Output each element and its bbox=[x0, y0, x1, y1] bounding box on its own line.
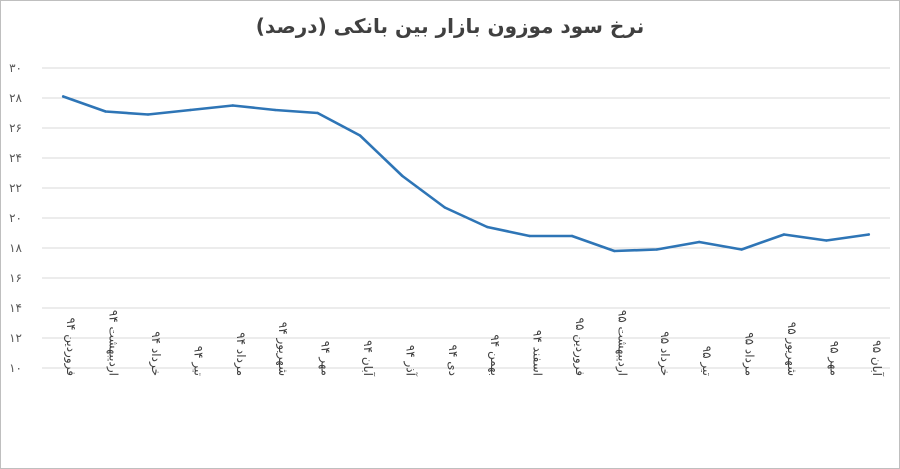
data-point bbox=[104, 110, 107, 113]
data-point bbox=[316, 111, 319, 115]
x-tick-label: مهر ۹۴ bbox=[318, 341, 333, 376]
data-point bbox=[740, 248, 743, 251]
data-point bbox=[189, 108, 192, 112]
x-tick-label: اسفند ۹۴ bbox=[531, 330, 545, 376]
data-point bbox=[443, 206, 446, 209]
x-tick-label: آبان ۹۵ bbox=[870, 340, 885, 377]
y-tick-label: ۲۴ bbox=[9, 151, 22, 165]
y-axis-ticks: ۱۰ ۱۲ ۱۴ ۱۶ ۱۸ ۲۰ ۲۲ ۲۴ ۲۶ ۲۸ ۳۰ bbox=[9, 61, 22, 375]
x-tick-label: بهمن ۹۴ bbox=[487, 334, 502, 376]
data-point bbox=[698, 240, 701, 244]
x-tick-label: مرداد ۹۵ bbox=[742, 332, 757, 376]
y-tick-label: ۲۸ bbox=[9, 91, 22, 105]
y-tick-label: ۱۶ bbox=[9, 271, 22, 285]
y-tick-label: ۲۶ bbox=[9, 121, 22, 135]
x-tick-label: شهریور ۹۴ bbox=[275, 322, 290, 376]
x-tick-label: آبان ۹۴ bbox=[361, 340, 376, 377]
x-tick-label: آذر ۹۴ bbox=[402, 345, 418, 377]
x-tick-label: تیر ۹۵ bbox=[699, 346, 714, 376]
x-tick-label: فروردین ۹۴ bbox=[63, 318, 78, 376]
x-tick-label: مرداد ۹۴ bbox=[233, 332, 248, 376]
series-layer bbox=[61, 95, 871, 253]
y-tick-label: ۲۲ bbox=[9, 181, 22, 195]
y-tick-label: ۱۰ bbox=[9, 361, 22, 375]
data-point bbox=[231, 104, 234, 107]
x-tick-label: مهر ۹۵ bbox=[826, 341, 841, 376]
y-tick-label: ۱۲ bbox=[9, 331, 22, 345]
data-point bbox=[613, 249, 616, 253]
data-point bbox=[358, 134, 362, 137]
data-point bbox=[528, 234, 531, 238]
y-tick-label: ۳۰ bbox=[9, 61, 22, 75]
data-point bbox=[782, 233, 786, 236]
data-point bbox=[655, 248, 658, 251]
x-tick-label: خرداد ۹۵ bbox=[657, 331, 672, 376]
x-tick-label: اردیبهشت ۹۴ bbox=[106, 310, 121, 376]
y-tick-label: ۱۴ bbox=[9, 301, 22, 315]
x-tick-label: دی ۹۴ bbox=[446, 345, 460, 376]
data-point bbox=[146, 113, 150, 116]
x-axis-ticks: فروردین ۹۴ اردیبهشت ۹۴ خرداد ۹۴ تیر ۹۴ مرداد… bbox=[63, 310, 885, 377]
data-point bbox=[867, 233, 870, 236]
data-point bbox=[486, 225, 489, 229]
data-point bbox=[274, 108, 277, 112]
x-tick-label: فروردین ۹۵ bbox=[572, 318, 587, 376]
x-tick-label: شهریور ۹۵ bbox=[784, 322, 799, 376]
y-tick-label: ۱۸ bbox=[9, 241, 22, 255]
x-tick-label: اردیبهشت ۹۵ bbox=[614, 310, 629, 376]
series-line bbox=[61, 95, 871, 253]
x-tick-label: تیر ۹۴ bbox=[190, 346, 205, 376]
data-point bbox=[825, 239, 828, 242]
data-point bbox=[62, 95, 65, 98]
data-point bbox=[401, 174, 404, 178]
data-point bbox=[570, 234, 574, 238]
x-tick-label: خرداد ۹۴ bbox=[148, 331, 163, 376]
chart-title: نرخ سود موزون بازار بین بانکی (درصد) bbox=[255, 14, 645, 38]
y-tick-label: ۲۰ bbox=[9, 211, 22, 225]
